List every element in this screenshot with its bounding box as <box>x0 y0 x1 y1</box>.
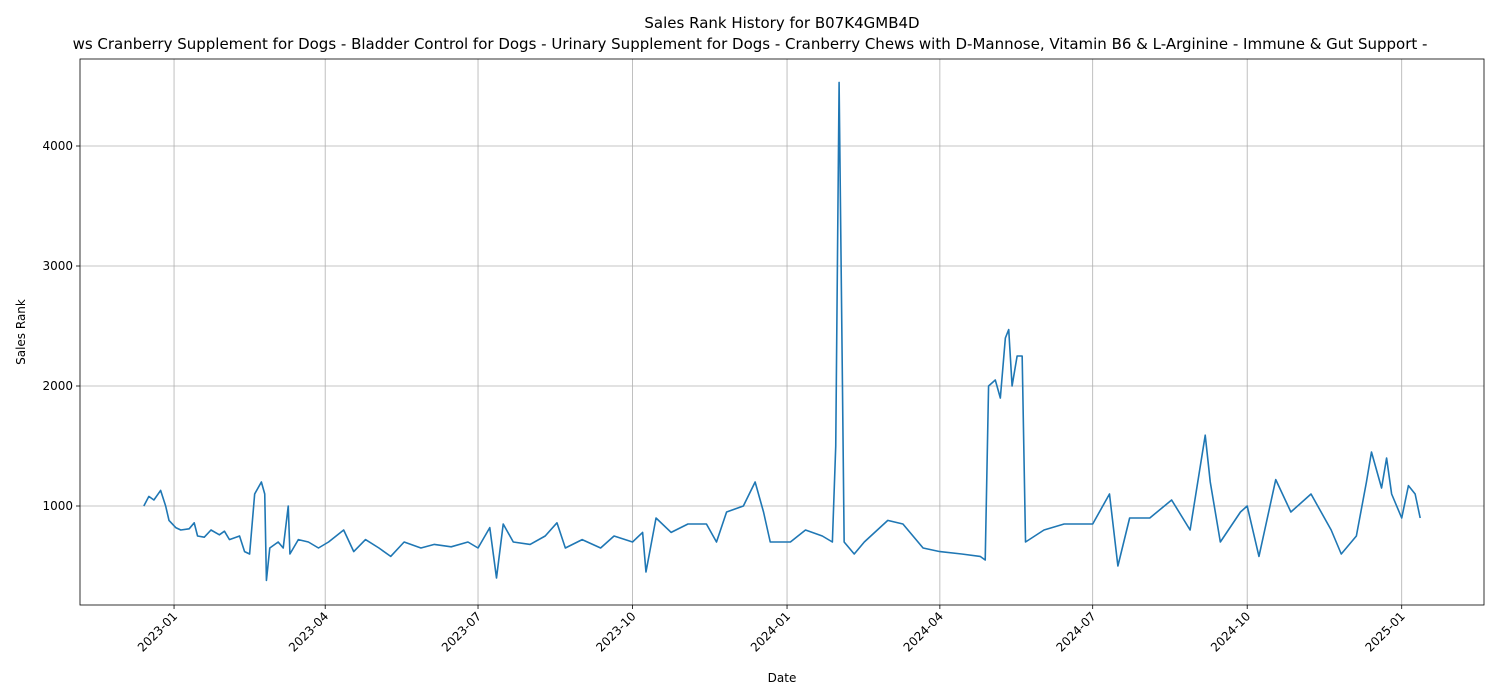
x-tick-label: 2023-04 <box>286 609 331 654</box>
x-tick-label: 2025-01 <box>1362 609 1407 654</box>
x-tick-label: 2024-01 <box>748 609 793 654</box>
y-tick-label: 1000 <box>42 499 73 513</box>
x-tick-label: 2023-01 <box>135 609 180 654</box>
x-axis-label: Date <box>768 671 797 685</box>
y-tick-label: 2000 <box>42 379 73 393</box>
x-tick-label: 2024-04 <box>901 609 946 654</box>
x-tick-label: 2023-10 <box>593 609 638 654</box>
chart-subtitle: ws Cranberry Supplement for Dogs - Bladd… <box>73 35 1428 53</box>
y-tick-label: 4000 <box>42 139 73 153</box>
y-axis-label: Sales Rank <box>14 299 28 365</box>
x-tick-label: 2024-10 <box>1208 609 1253 654</box>
plot-frame <box>79 58 1485 606</box>
chart-title: Sales Rank History for B07K4GMB4D <box>644 14 919 32</box>
line <box>143 81 1421 582</box>
y-tick-label: 3000 <box>42 259 73 273</box>
x-tick-label: 2023-07 <box>439 609 484 654</box>
x-tick-label: 2024-07 <box>1053 609 1098 654</box>
